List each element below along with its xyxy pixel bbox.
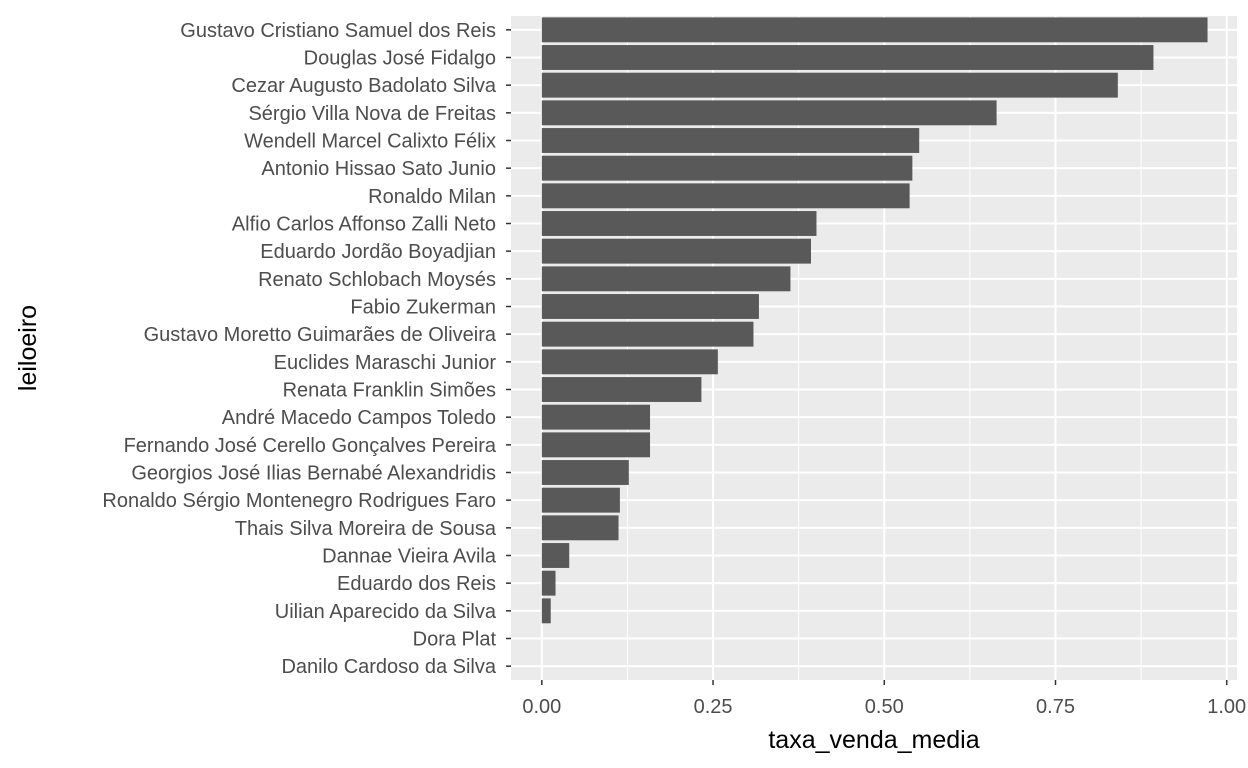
bar	[541, 543, 570, 568]
bar	[541, 460, 629, 485]
y-tick-label: Fabio Zukerman	[350, 297, 496, 319]
plot-panel	[511, 16, 1237, 680]
bar	[541, 183, 910, 209]
bar	[541, 155, 913, 181]
bar	[541, 100, 997, 126]
x-tick-label: 0.00	[522, 696, 561, 718]
y-axis-title: leiloeiro	[14, 305, 42, 391]
bar	[541, 238, 811, 264]
y-tick-label: Renata Franklin Simões	[283, 380, 496, 402]
bar	[541, 211, 817, 236]
bar	[541, 515, 619, 541]
bar	[541, 598, 551, 624]
y-tick-label: Fernando José Cerello Gonçalves Pereira	[124, 435, 497, 457]
y-tick-label: Uilian Aparecido da Silva	[275, 601, 497, 623]
bar	[541, 266, 791, 292]
bar	[541, 487, 620, 513]
y-tick-label: Ronaldo Milan	[368, 186, 496, 208]
x-tick-label: 0.25	[694, 696, 733, 718]
y-tick-label: Georgios José Ilias Bernabé Alexandridis	[131, 463, 496, 485]
y-tick-label: Gustavo Cristiano Samuel dos Reis	[180, 20, 496, 42]
bars	[541, 17, 1208, 624]
y-tick-label: Danilo Cardoso da Silva	[281, 656, 496, 678]
y-tick-label: Euclides Maraschi Junior	[274, 352, 497, 374]
y-tick-label: Ronaldo Sérgio Montenegro Rodrigues Faro	[102, 490, 496, 512]
y-axis: Gustavo Cristiano Samuel dos Reis Douglas…	[102, 20, 511, 678]
bar	[541, 128, 920, 153]
y-tick-label: Cezar Augusto Badolato Silva	[231, 75, 496, 97]
x-tick-label: 0.50	[865, 696, 904, 718]
y-tick-label: Alfio Carlos Affonso Zalli Neto	[232, 214, 496, 236]
x-tick-label: 1.00	[1207, 696, 1246, 718]
bar	[541, 404, 651, 430]
bar	[541, 72, 1118, 98]
bar	[541, 321, 754, 347]
bar	[541, 377, 702, 402]
bar	[541, 349, 718, 375]
x-axis-title: taxa_venda_media	[768, 726, 979, 754]
minor-grid	[626, 16, 1142, 680]
bar	[541, 570, 556, 596]
y-tick-label: Antonio Hissao Sato Junio	[261, 158, 496, 180]
y-tick-label: Dannae Vieira Avila	[322, 546, 497, 568]
y-tick-label: Thais Silva Moreira de Sousa	[235, 518, 497, 540]
y-tick-label: Sérgio Villa Nova de Freitas	[248, 103, 496, 125]
y-tick-label: André Macedo Campos Toledo	[222, 407, 496, 429]
y-tick-label: Gustavo Moretto Guimarães de Oliveira	[144, 324, 497, 346]
x-axis: 0.00 0.25 0.50 0.75 1.00	[522, 680, 1246, 718]
y-tick-label: Renato Schlobach Moysés	[258, 269, 496, 291]
bar	[541, 45, 1154, 70]
bar	[541, 432, 651, 458]
y-tick-label: Eduardo dos Reis	[337, 573, 496, 595]
y-tick-label: Dora Plat	[413, 629, 497, 651]
bar	[541, 17, 1208, 43]
y-tick-label: Wendell Marcel Calixto Félix	[244, 131, 496, 153]
y-tick-label: Eduardo Jordão Boyadjian	[260, 241, 496, 263]
bar	[541, 294, 759, 319]
y-tick-label: Douglas José Fidalgo	[304, 48, 496, 70]
x-tick-label: 0.75	[1036, 696, 1075, 718]
